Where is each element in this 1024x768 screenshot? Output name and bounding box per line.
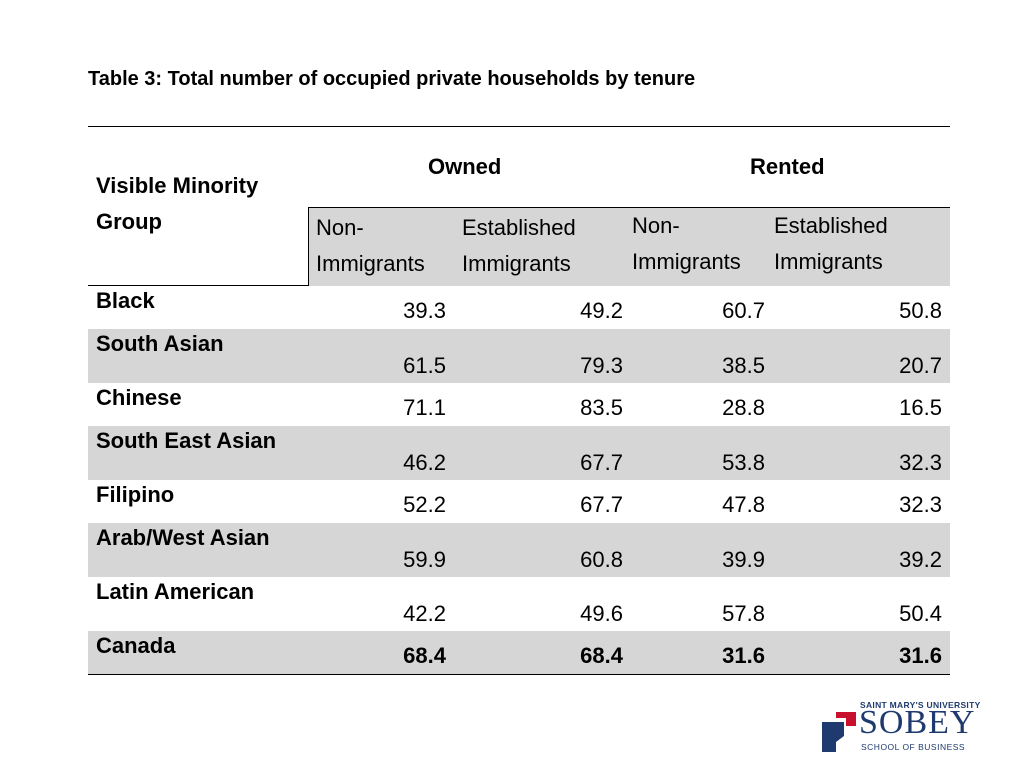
- cell-owned-non: 39.3: [403, 298, 446, 323]
- subheader-owned-established-immigrants: Established Immigrants: [462, 210, 576, 282]
- cell-owned-non: 71.1: [403, 395, 446, 420]
- cell-rented-non: 47.8: [722, 492, 765, 517]
- subheader-text: Immigrants: [316, 251, 425, 276]
- subheader-text: Non-: [316, 215, 364, 240]
- table-row: South Asian 61.5 79.3 38.5 20.7: [88, 329, 950, 383]
- subheader-text: Non-: [632, 213, 680, 238]
- cell-owned-non: 52.2: [403, 492, 446, 517]
- cell-owned-established: 67.7: [580, 450, 623, 475]
- subheader-text: Established: [774, 213, 888, 238]
- row-group-label: Canada: [96, 633, 176, 658]
- cell-rented-non: 53.8: [722, 450, 765, 475]
- row-group-label: Black: [96, 288, 155, 313]
- cell-owned-non: 68.4: [403, 643, 446, 668]
- group-header-line1: Visible Minority: [96, 173, 259, 198]
- subheader-owned-non-immigrants: Non- Immigrants: [316, 210, 425, 282]
- table-top-rule: [88, 126, 950, 127]
- cell-rented-established: 20.7: [899, 353, 942, 378]
- group-header-line2: Group: [96, 209, 162, 234]
- cell-owned-established: 60.8: [580, 547, 623, 572]
- cell-rented-established: 39.2: [899, 547, 942, 572]
- table-row-total: Canada 68.4 68.4 31.6 31.6: [88, 631, 950, 674]
- column-header-rented: Rented: [750, 154, 825, 179]
- cell-rented-established: 16.5: [899, 395, 942, 420]
- subheader-text: Immigrants: [774, 249, 883, 274]
- row-group-label: Arab/West Asian: [96, 525, 270, 550]
- table-row: South East Asian 46.2 67.7 53.8 32.3: [88, 426, 950, 480]
- row-group-label: Latin American: [96, 579, 255, 604]
- cell-owned-established: 67.7: [580, 492, 623, 517]
- column-header-owned: Owned: [428, 154, 502, 179]
- table-row: Latin American 42.2 49.6 57.8 50.4: [88, 577, 950, 631]
- table-body: Black 39.3 49.2 60.7 50.8 South Asian 61…: [88, 286, 950, 675]
- cell-rented-non: 28.8: [722, 395, 765, 420]
- table-row: Chinese 71.1 83.5 28.8 16.5: [88, 383, 950, 426]
- sobey-logo-mark-icon: [822, 712, 856, 752]
- logo-school: SCHOOL OF BUSINESS: [861, 742, 966, 752]
- cell-rented-non: 60.7: [722, 298, 765, 323]
- row-group-label: Chinese: [96, 385, 182, 410]
- cell-owned-established: 49.2: [580, 298, 623, 323]
- cell-owned-non: 61.5: [403, 353, 446, 378]
- cell-owned-non: 46.2: [403, 450, 446, 475]
- subheader-text: Established: [462, 215, 576, 240]
- table-title: Table 3: Total number of occupied privat…: [88, 68, 696, 90]
- table-row: Arab/West Asian 59.9 60.8 39.9 39.2: [88, 523, 950, 577]
- table-row: Filipino 52.2 67.7 47.8 32.3: [88, 480, 950, 523]
- subheader-rented-established-immigrants: Established Immigrants: [774, 208, 888, 280]
- logo-name: SOBEY: [859, 704, 976, 741]
- subheader-text: Immigrants: [632, 249, 741, 274]
- cell-owned-established: 49.6: [580, 601, 623, 626]
- sobey-logo: SAINT MARY'S UNIVERSITY SOBEY SCHOOL OF …: [822, 700, 982, 756]
- cell-owned-established: 79.3: [580, 353, 623, 378]
- cell-owned-non: 59.9: [403, 547, 446, 572]
- row-group-label: South East Asian: [96, 428, 277, 453]
- cell-rented-non: 39.9: [722, 547, 765, 572]
- column-header-group: Visible Minority Group: [96, 168, 258, 240]
- cell-rented-established: 50.4: [899, 601, 942, 626]
- cell-rented-established: 32.3: [899, 450, 942, 475]
- cell-owned-established: 83.5: [580, 395, 623, 420]
- cell-owned-established: 68.4: [580, 643, 623, 668]
- row-group-label: Filipino: [96, 482, 175, 507]
- cell-rented-non: 57.8: [722, 601, 765, 626]
- subheader-text: Immigrants: [462, 251, 571, 276]
- cell-rented-non: 38.5: [722, 353, 765, 378]
- table-row: Black 39.3 49.2 60.7 50.8: [88, 286, 950, 329]
- cell-rented-established: 50.8: [899, 298, 942, 323]
- row-group-label: South Asian: [96, 331, 224, 356]
- cell-owned-non: 42.2: [403, 601, 446, 626]
- cell-rented-non: 31.6: [722, 643, 765, 668]
- subheader-rented-non-immigrants: Non- Immigrants: [632, 208, 741, 280]
- cell-rented-established: 32.3: [899, 492, 942, 517]
- group-header-border: [88, 285, 308, 286]
- subheader-band: Non- Immigrants Established Immigrants N…: [308, 207, 950, 286]
- logo-university: SAINT MARY'S UNIVERSITY: [860, 700, 981, 710]
- cell-rented-established: 31.6: [899, 643, 942, 668]
